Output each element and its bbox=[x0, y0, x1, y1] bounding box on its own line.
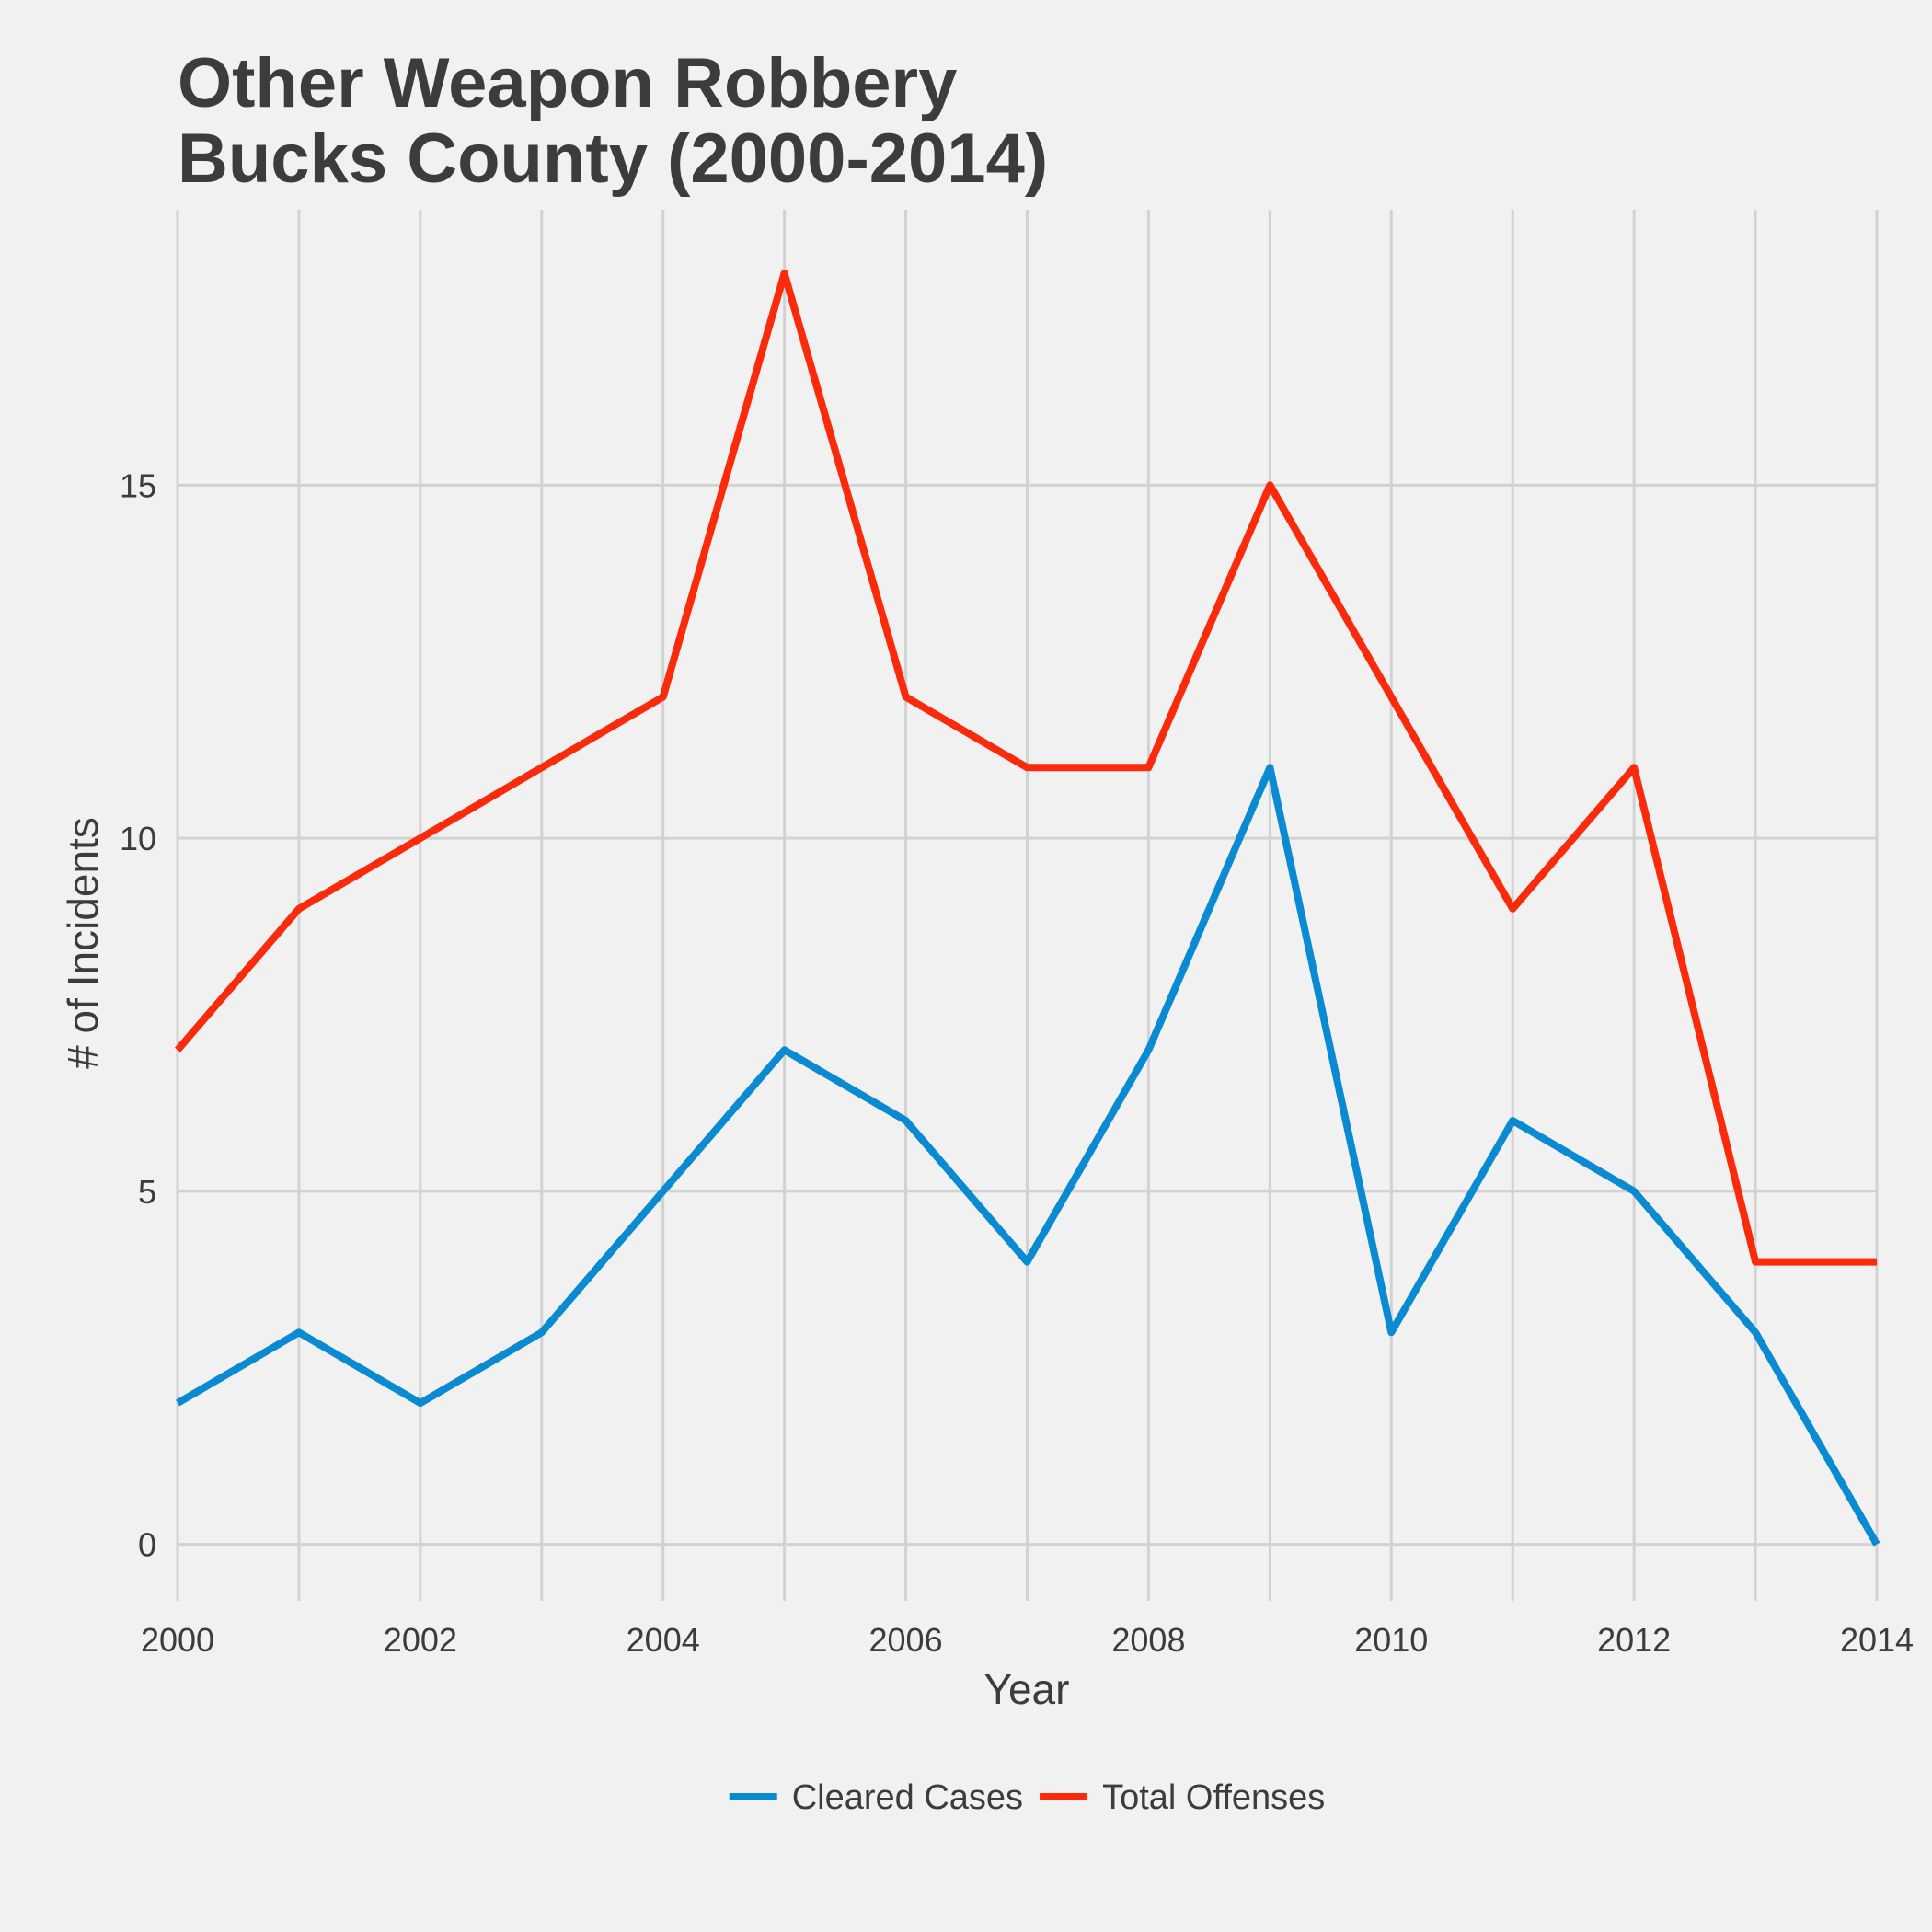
series-line-total-offenses bbox=[174, 270, 1877, 1266]
legend-label-total-offenses: Total Offenses bbox=[1102, 1778, 1325, 1817]
legend-label-cleared-cases: Cleared Cases bbox=[792, 1778, 1023, 1817]
x-tick-label-2006: 2006 bbox=[869, 1621, 943, 1659]
x-tick-labels: 2000 2002 2004 2006 2008 2010 2012 2014 bbox=[141, 1621, 1914, 1659]
y-tick-label-10: 10 bbox=[120, 820, 156, 857]
chart-title-line-1: Other Weapon Robbery bbox=[178, 44, 957, 122]
x-axis-title: Year bbox=[984, 1665, 1070, 1713]
y-tick-label-5: 5 bbox=[138, 1173, 156, 1211]
x-gridlines bbox=[176, 210, 1879, 1601]
series-line-cleared-cases bbox=[175, 764, 1880, 1547]
x-tick-label-2004: 2004 bbox=[627, 1621, 700, 1659]
y-axis-title: # of Incidents bbox=[59, 817, 107, 1069]
x-tick-label-2010: 2010 bbox=[1354, 1621, 1428, 1659]
y-gridlines bbox=[178, 483, 1877, 1547]
y-tick-label-0: 0 bbox=[138, 1526, 156, 1564]
legend: Cleared Cases Total Offenses bbox=[729, 1778, 1325, 1817]
y-tick-label-15: 15 bbox=[120, 466, 156, 504]
chart-title-line-2: Bucks County (2000-2014) bbox=[178, 120, 1048, 198]
x-tick-label-2008: 2008 bbox=[1111, 1621, 1185, 1659]
x-tick-label-2014: 2014 bbox=[1840, 1621, 1914, 1659]
y-tick-labels: 0 5 10 15 bbox=[120, 466, 156, 1563]
series-lines bbox=[174, 270, 1880, 1547]
x-tick-label-2002: 2002 bbox=[384, 1621, 457, 1659]
x-tick-label-2000: 2000 bbox=[141, 1621, 214, 1659]
x-tick-label-2012: 2012 bbox=[1597, 1621, 1671, 1659]
